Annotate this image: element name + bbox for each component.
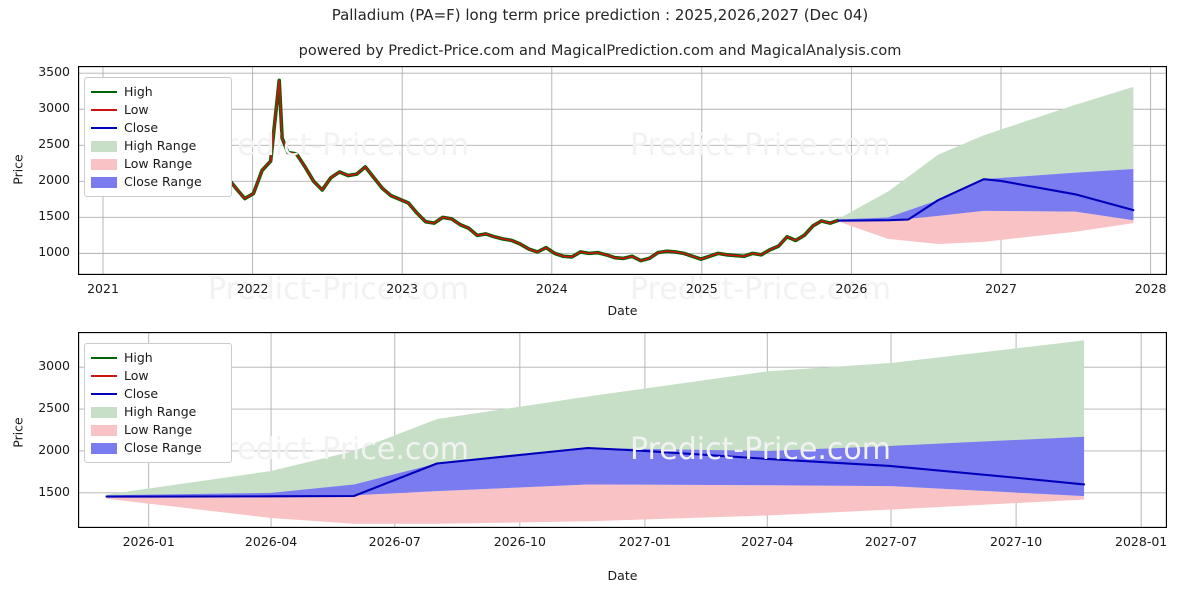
legend-entry-low: Low: [91, 367, 224, 385]
band-high-range: [838, 86, 1134, 221]
overview-chart-axes: [78, 66, 1167, 275]
x-tick-label: 2026-10: [493, 534, 546, 549]
legend-patch-swatch: [91, 158, 117, 170]
forecast-legend: High Low Close High Range Low Range Close Ran…: [84, 343, 232, 463]
x-tick-label: 2026: [835, 281, 868, 296]
x-tick-label: 2027-01: [618, 534, 672, 549]
forecast-chart-canvas: [78, 332, 1167, 528]
legend-label: Close Range: [124, 440, 202, 455]
x-tick-label: 2027-07: [864, 534, 918, 549]
overview-legend: High Low Close High Range Low Range Close Ran…: [84, 77, 232, 197]
forecast-chart-axes: [78, 332, 1167, 528]
legend-line-swatch: [91, 109, 117, 111]
legend-entry-high: High: [91, 349, 224, 367]
overview-y-axis-label: Price: [10, 154, 26, 185]
legend-patch-swatch: [91, 424, 117, 436]
legend-entry-close: Close: [91, 119, 224, 137]
page-subtitle: powered by Predict-Price.com and Magical…: [298, 43, 902, 59]
legend-label: Close: [124, 120, 159, 135]
band-close-range: [838, 169, 1134, 221]
legend-patch-swatch: [91, 176, 117, 188]
legend-label: High: [124, 84, 153, 99]
x-tick-label: 2022: [236, 281, 269, 296]
x-tick-label: 2026-04: [244, 534, 298, 549]
legend-line-swatch: [91, 393, 117, 395]
x-tick-label: 2021: [87, 281, 119, 296]
page-title: Palladium (PA=F) long term price predict…: [331, 6, 869, 24]
series-close-forecast-line: [837, 178, 1135, 222]
series-close-line: [105, 446, 1086, 498]
x-tick-label: 2023: [386, 281, 419, 296]
band-close-range: [106, 436, 1085, 498]
x-tick-label: 2027: [985, 281, 1017, 296]
x-tick-label: 2025: [685, 281, 718, 296]
y-tick-label: 2500: [38, 400, 70, 416]
legend-patch-swatch: [91, 140, 117, 152]
legend-label: Close Range: [124, 174, 202, 189]
forecast-x-axis-label: Date: [607, 568, 638, 583]
legend-line-swatch: [91, 91, 117, 93]
y-tick-label: 1000: [38, 244, 70, 260]
legend-line-swatch: [91, 357, 117, 359]
legend-entry-close-range: Close Range: [91, 439, 224, 457]
y-tick-label: 3500: [38, 64, 70, 80]
x-tick-label: 2026-01: [122, 534, 175, 549]
y-tick-label: 3000: [38, 358, 70, 374]
legend-entry-close: Close: [91, 385, 224, 403]
y-tick-label: 2000: [38, 441, 70, 457]
y-tick-label: 2000: [38, 172, 70, 188]
legend-label: High: [124, 350, 153, 365]
band-low-range: [106, 484, 1085, 524]
legend-entry-high-range: High Range: [91, 137, 224, 155]
legend-line-swatch: [91, 375, 117, 377]
x-tick-label: 2027-10: [989, 534, 1043, 549]
band-low-range: [838, 210, 1134, 245]
legend-label: Low: [124, 368, 149, 383]
legend-line-swatch: [91, 127, 117, 129]
legend-patch-swatch: [91, 442, 117, 454]
legend-entry-high-range: High Range: [91, 403, 224, 421]
legend-label: High Range: [124, 138, 197, 153]
legend-label: Low Range: [124, 156, 193, 171]
legend-label: Low: [124, 102, 149, 117]
y-tick-label: 1500: [38, 208, 70, 224]
overview-x-axis-label: Date: [607, 303, 638, 318]
x-tick-label: 2026-07: [368, 534, 421, 549]
x-tick-label: 2028-01: [1115, 534, 1168, 549]
overview-chart-canvas: [78, 66, 1167, 275]
y-tick-label: 1500: [38, 483, 70, 499]
legend-label: Low Range: [124, 422, 193, 437]
legend-label: High Range: [124, 404, 197, 419]
legend-entry-low: Low: [91, 101, 224, 119]
legend-patch-swatch: [91, 406, 117, 418]
legend-entry-low-range: Low Range: [91, 421, 224, 439]
forecast-y-axis-label: Price: [10, 417, 26, 448]
legend-label: Close: [124, 386, 159, 401]
x-tick-label: 2027-04: [741, 534, 794, 549]
legend-entry-low-range: Low Range: [91, 155, 224, 173]
legend-entry-close-range: Close Range: [91, 173, 224, 191]
x-tick-label: 2028: [1134, 281, 1167, 296]
x-tick-label: 2024: [535, 281, 568, 296]
y-tick-label: 2500: [38, 136, 70, 152]
y-tick-label: 3000: [38, 100, 70, 116]
legend-entry-high: High: [91, 83, 224, 101]
band-high-range: [106, 340, 1085, 497]
